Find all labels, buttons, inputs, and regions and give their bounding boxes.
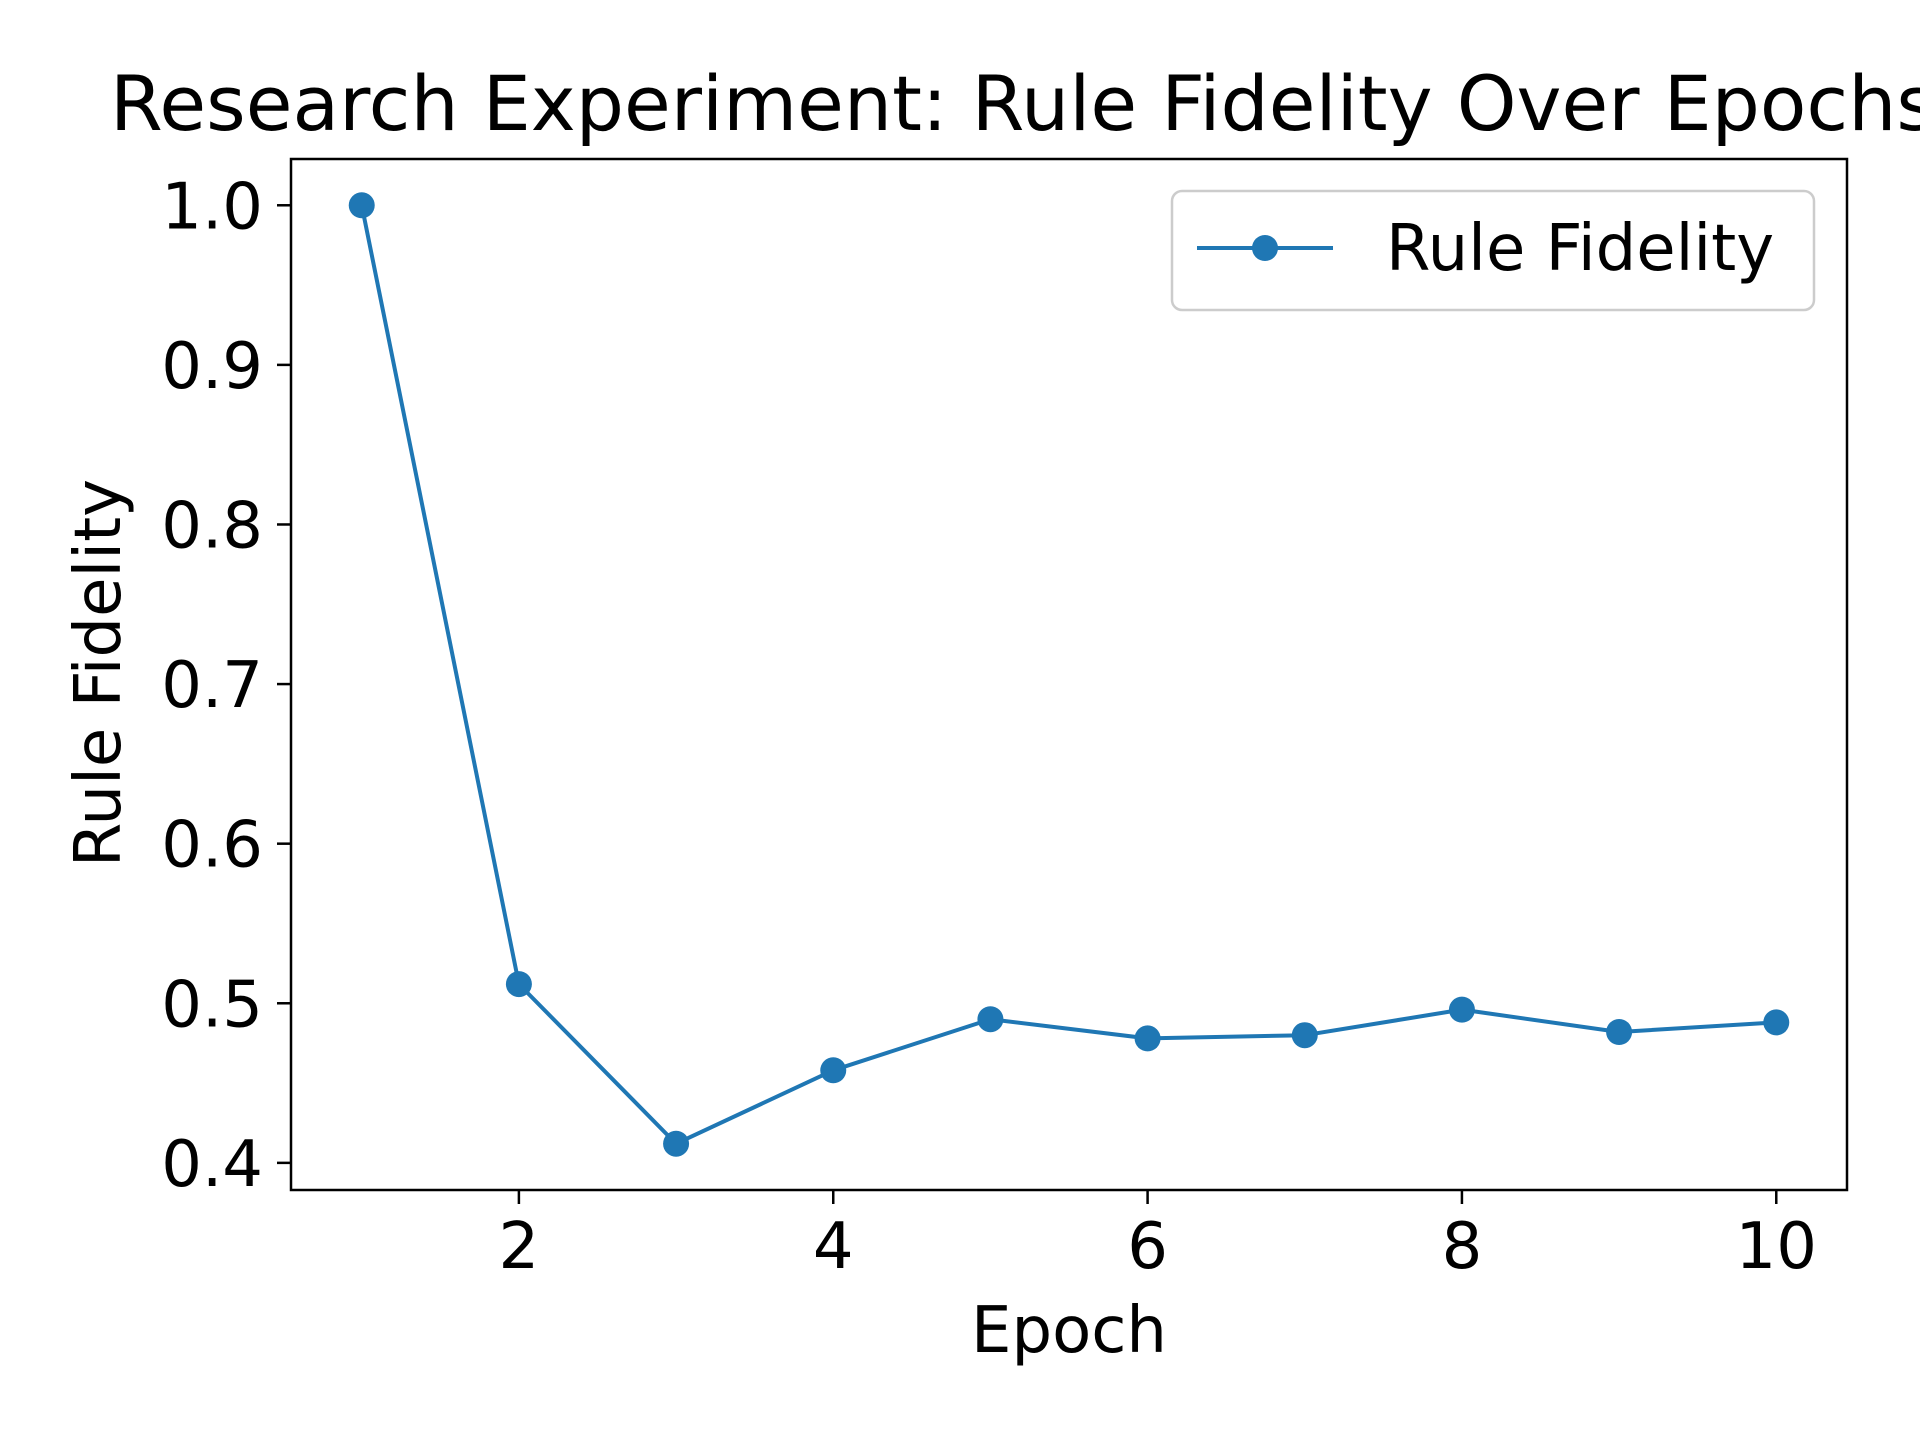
chart-title: Research Experiment: Rule Fidelity Over … — [110, 59, 1920, 148]
y-tick-label: 0.7 — [161, 649, 263, 723]
y-tick-label: 0.5 — [161, 968, 263, 1042]
y-axis-label: Rule Fidelity — [62, 479, 136, 867]
data-point — [505, 971, 532, 998]
y-tick-label: 1.0 — [161, 170, 263, 244]
y-tick-label: 0.6 — [161, 809, 263, 883]
x-tick-label: 10 — [1736, 1210, 1817, 1284]
x-tick-label: 8 — [1442, 1210, 1483, 1284]
data-point — [1291, 1022, 1318, 1049]
data-point — [1448, 996, 1475, 1023]
legend-marker-swatch — [1252, 235, 1278, 261]
plot-layer — [348, 192, 1790, 1157]
y-tick-label: 0.4 — [161, 1128, 263, 1202]
data-point — [1606, 1018, 1633, 1045]
x-tick-label: 6 — [1127, 1210, 1168, 1284]
x-axis-label: Epoch — [971, 1294, 1167, 1368]
legend-box — [1170, 189, 1816, 312]
legend: Rule Fidelity — [1170, 189, 1816, 312]
data-point — [663, 1130, 690, 1157]
x-tick-label: 4 — [813, 1210, 854, 1284]
plot-frame — [289, 157, 1849, 1192]
data-point — [820, 1057, 847, 1084]
x-tick-label: 2 — [499, 1210, 540, 1284]
data-point — [977, 1006, 1004, 1033]
data-point — [348, 192, 375, 219]
data-point — [1763, 1009, 1790, 1036]
legend-label: Rule Fidelity — [1386, 212, 1774, 286]
ticks-layer: 2 4 6 8 10 0.4 0.5 0.6 0.7 0.8 0.9 1.0 — [161, 170, 1817, 1284]
data-point — [1134, 1025, 1161, 1052]
series-line — [359, 202, 1779, 1146]
y-tick-label: 0.8 — [161, 489, 263, 563]
y-tick-label: 0.9 — [161, 330, 263, 404]
